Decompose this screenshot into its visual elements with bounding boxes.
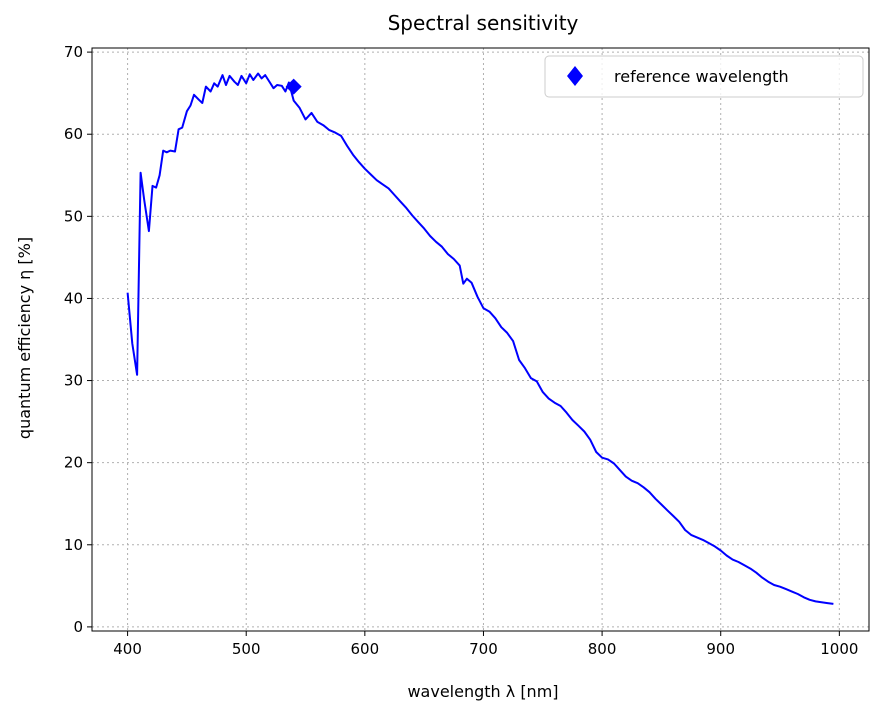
y-axis-label: quantum efficiency η [%] <box>15 237 34 439</box>
y-tick-label: 10 <box>64 536 83 554</box>
y-tick-label: 30 <box>64 372 83 390</box>
x-tick-label: 500 <box>232 640 261 658</box>
axes-frame <box>91 47 870 632</box>
grid <box>92 48 869 631</box>
x-axis-label: wavelength λ [nm] <box>407 682 558 701</box>
chart-title: Spectral sensitivity <box>388 11 579 35</box>
plot-area <box>126 72 834 605</box>
legend: reference wavelength <box>544 55 864 98</box>
y-tick-label: 40 <box>64 289 83 307</box>
x-tick-label: 700 <box>469 640 498 658</box>
x-tick-label: 1000 <box>820 640 858 658</box>
y-tick-label: 50 <box>64 207 83 225</box>
y-tick-label: 20 <box>64 454 83 472</box>
quantum-efficiency-line <box>126 72 834 605</box>
x-tick-label: 400 <box>113 640 142 658</box>
x-tick-label: 800 <box>588 640 617 658</box>
ticks: 400 500 600 700 800 900 1000 0 10 20 30 40 50 60 70 <box>64 43 859 658</box>
x-tick-label: 900 <box>706 640 735 658</box>
legend-diamond-icon <box>567 66 583 86</box>
y-tick-label: 0 <box>73 618 83 636</box>
x-tick-label: 600 <box>351 640 380 658</box>
y-tick-label: 60 <box>64 125 83 143</box>
legend-box <box>544 55 864 98</box>
y-tick-label: 70 <box>64 43 83 61</box>
reference-wavelength-marker <box>285 78 302 95</box>
legend-label: reference wavelength <box>614 67 789 86</box>
